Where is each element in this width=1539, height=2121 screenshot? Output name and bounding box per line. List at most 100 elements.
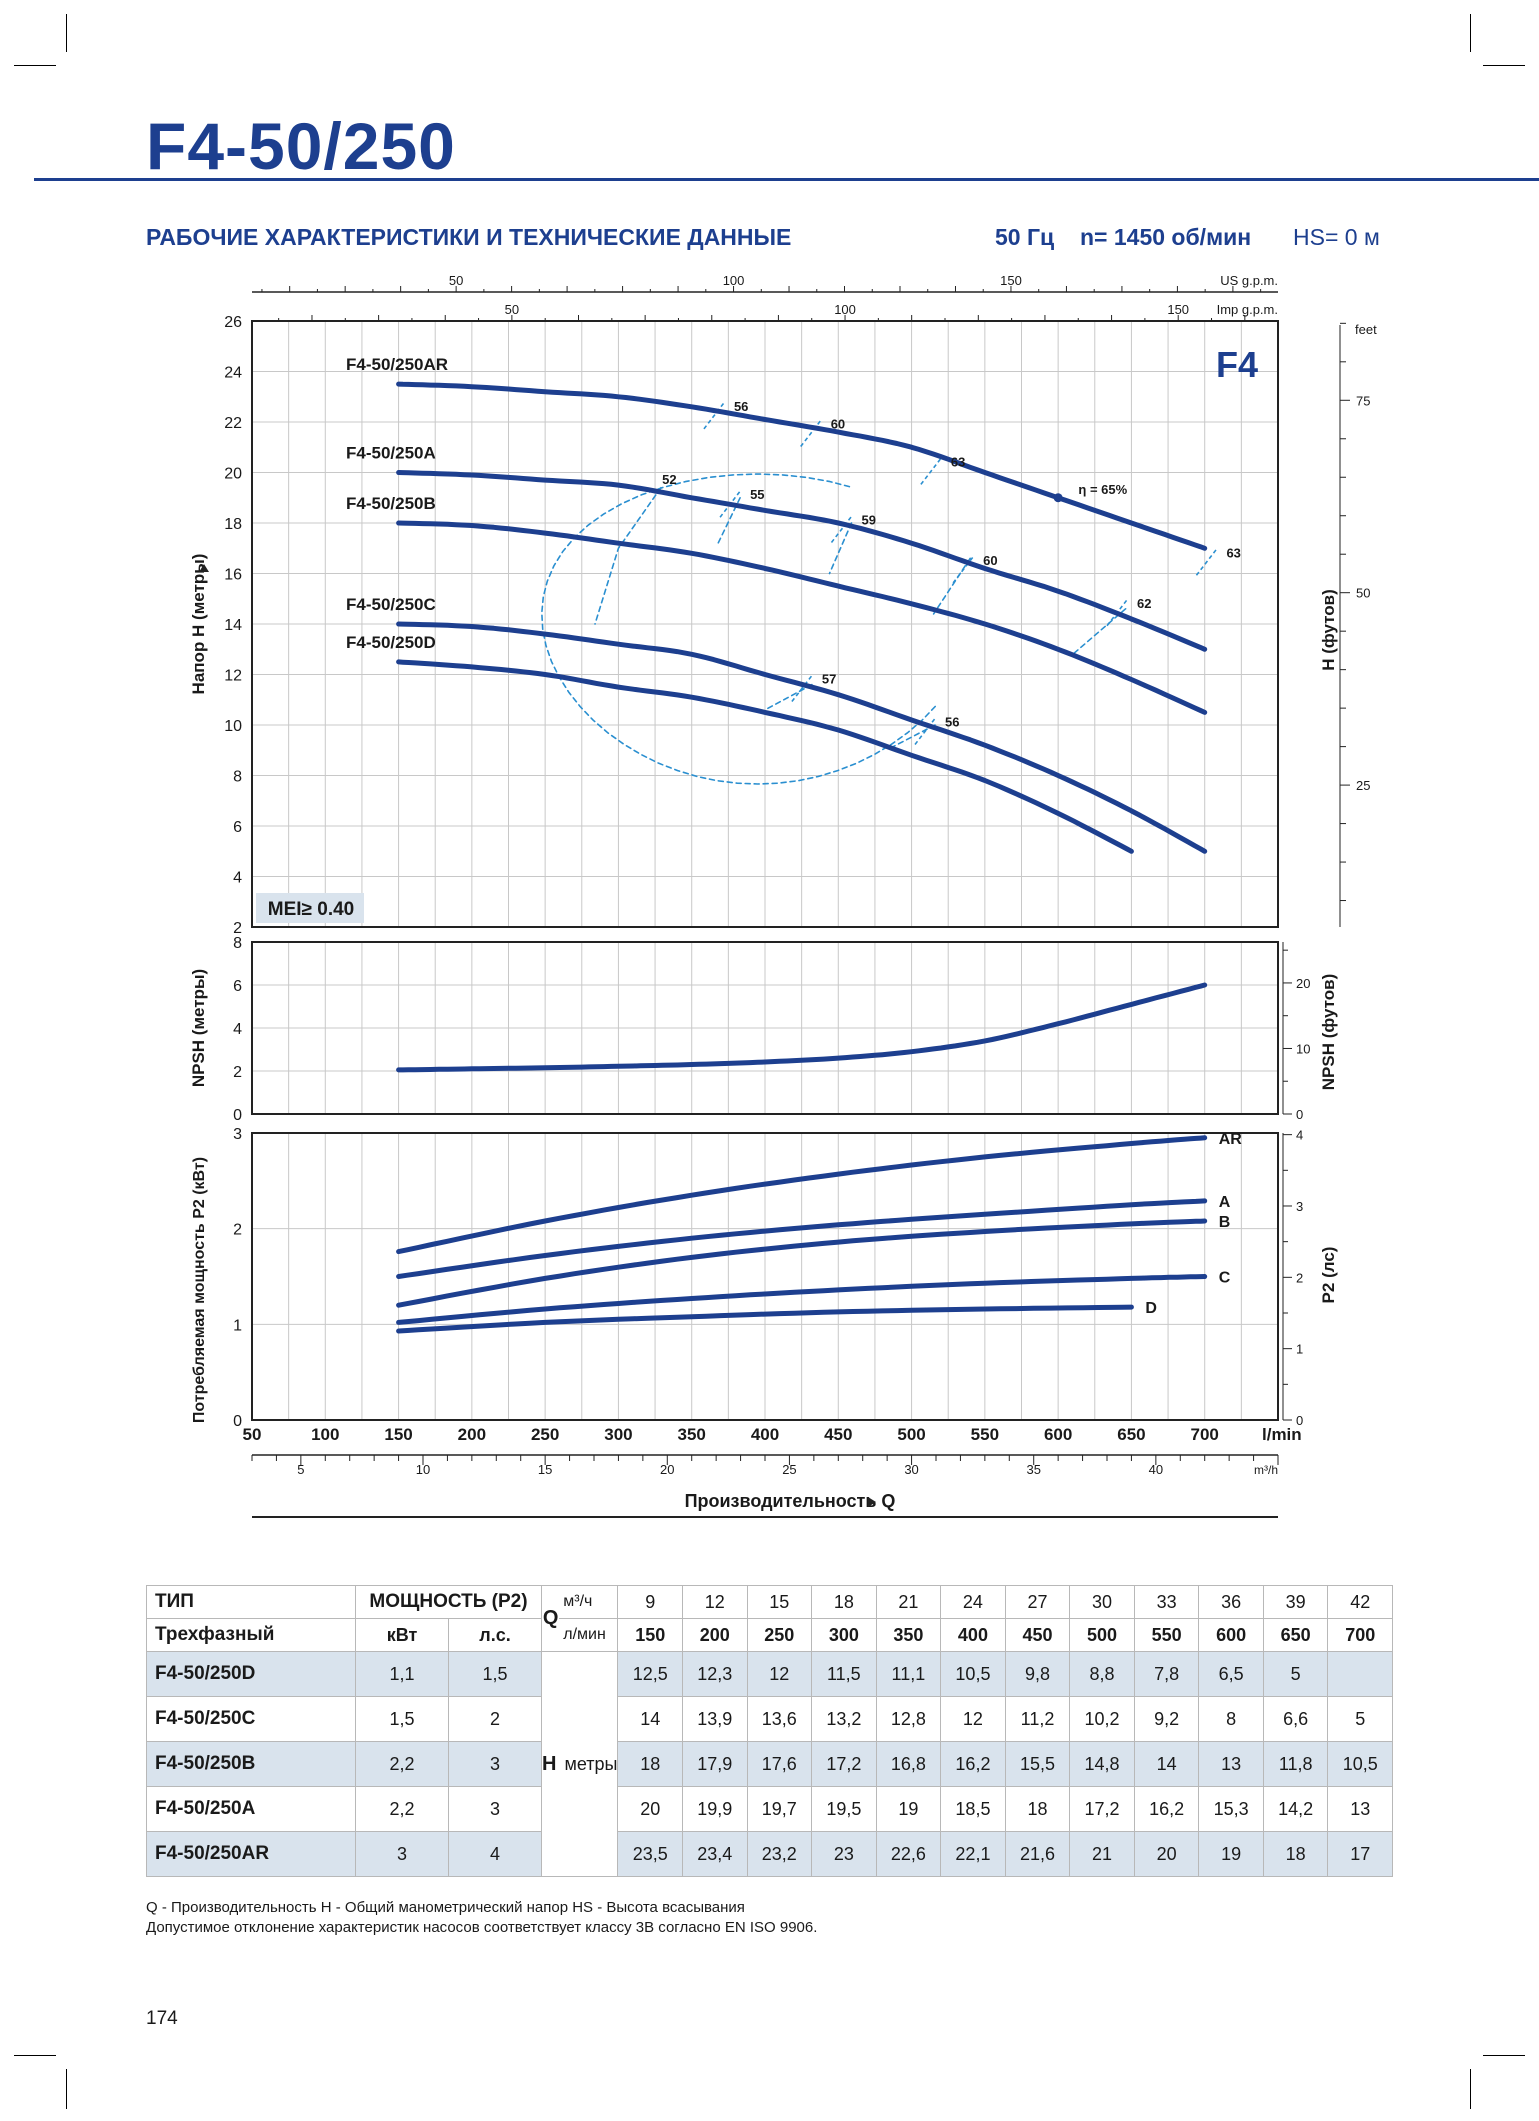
efficiency-connector	[594, 486, 662, 625]
efficiency-tick	[800, 420, 822, 448]
h-unit: метры	[564, 1753, 618, 1774]
head-cell	[1327, 1651, 1393, 1697]
efficiency-label: 56	[945, 714, 959, 729]
table-header-row: Трехфазный кВт л.с. л/мин 150 200 250 30…	[146, 1618, 1393, 1652]
head-cell: 11,1	[875, 1651, 942, 1697]
power-series-label: C	[1219, 1270, 1231, 1287]
head-curve	[396, 381, 1208, 551]
kw-cell: 2,2	[355, 1741, 449, 1787]
efficiency-label: 55	[750, 487, 764, 502]
q-m3h-cell: 39	[1262, 1585, 1329, 1619]
q-lmin-cell: 250	[746, 1618, 813, 1652]
plot-frame	[251, 941, 1279, 1115]
head-cell: 10,2	[1069, 1696, 1135, 1742]
npsh-feet-tick: 0	[1296, 1107, 1303, 1122]
m3h-unit: м³/ч	[559, 1585, 619, 1619]
page-title: F4-50/250	[146, 109, 456, 183]
feet-unit-label: feet	[1355, 322, 1377, 337]
head-cell: 21	[1069, 1831, 1135, 1877]
efficiency-tick	[1195, 548, 1218, 576]
head-cell: 12,3	[681, 1651, 748, 1697]
y-tick-label: 8	[233, 769, 242, 786]
imp-gpm-tick: 100	[834, 302, 856, 317]
table-row: F4-50/250AR 3 4 23,5 23,4 23,2 23 22,6 22,1 21,6 2…	[146, 1831, 1393, 1877]
efficiency-label: 60	[983, 553, 997, 568]
head-cell: 19,9	[681, 1786, 748, 1832]
y-tick-label: 2	[233, 1064, 242, 1081]
head-cell: 15,3	[1198, 1786, 1264, 1832]
q-lmin-cell: 350	[875, 1618, 942, 1652]
section-subtitle: РАБОЧИЕ ХАРАКТЕРИСТИКИ И ТЕХНИЧЕСКИЕ ДАН…	[146, 224, 792, 250]
crop-mark	[1483, 65, 1525, 66]
efficiency-connector	[828, 522, 853, 575]
table-header-row: ТИП МОЩНОСТЬ (P2) Q м³/ч 9 12 15 18 21 2…	[146, 1585, 1393, 1652]
m3h-tick-label: 40	[1149, 1462, 1163, 1477]
head-cell: 17	[1327, 1831, 1393, 1877]
head-cell: 6,5	[1198, 1651, 1264, 1697]
x-tick-label: 500	[897, 1425, 925, 1444]
title-rule	[34, 178, 1539, 181]
crop-mark	[14, 2055, 56, 2056]
crop-mark	[1470, 14, 1471, 52]
head-cell: 23	[811, 1831, 877, 1877]
model-cell: F4-50/250C	[146, 1696, 356, 1742]
q-lmin-cell: 600	[1198, 1618, 1264, 1652]
right-axis-label: NPSH (футов)	[1319, 974, 1338, 1091]
kw-cell: 1,1	[355, 1651, 449, 1697]
q-lmin-cell: 300	[811, 1618, 877, 1652]
imp-gpm-label: Imp g.p.m.	[1217, 302, 1278, 317]
y-tick-label: 1	[233, 1317, 242, 1334]
hp-header: л.с.	[448, 1618, 542, 1652]
head-cell: 11,2	[1004, 1696, 1071, 1742]
efficiency-label: η = 65%	[1078, 482, 1127, 497]
head-cell: 11,8	[1262, 1741, 1329, 1787]
us-gpm-tick: 100	[723, 273, 745, 288]
y-tick-label: 2	[233, 920, 242, 937]
head-cell: 16,8	[875, 1741, 942, 1787]
m3h-unit-label: m³/h	[1254, 1463, 1278, 1477]
q-m3h-cell: 9	[617, 1585, 683, 1619]
hp-tick-label: 1	[1296, 1342, 1303, 1357]
efficiency-label: 62	[1137, 596, 1151, 611]
crop-mark	[66, 14, 67, 52]
y-tick-label: 8	[233, 935, 242, 952]
y-tick-label: 12	[224, 668, 242, 685]
page-number: 174	[146, 2008, 178, 2029]
lmin-unit: л/мин	[559, 1618, 619, 1652]
head-cell: 23,4	[681, 1831, 748, 1877]
efficiency-label: 60	[831, 417, 845, 432]
head-cell: 13	[1198, 1741, 1264, 1787]
q-m3h-cell: 21	[875, 1585, 942, 1619]
efficiency-connector	[890, 724, 936, 749]
efficiency-tick	[703, 402, 725, 430]
x-tick-label: 450	[824, 1425, 852, 1444]
head-cell: 18	[1004, 1786, 1071, 1832]
power-series-label: D	[1145, 1300, 1157, 1317]
series-label: F4-50/250D	[346, 633, 436, 652]
power-curve	[396, 1218, 1208, 1308]
hp-tick-label: 0	[1296, 1413, 1303, 1428]
head-cell: 13	[1327, 1786, 1393, 1832]
npsh-curve	[396, 982, 1208, 1073]
m3h-tick-label: 5	[297, 1462, 304, 1477]
head-cell: 10,5	[940, 1651, 1006, 1697]
head-cell: 17,2	[1069, 1786, 1135, 1832]
tolerance-note: Допустимое отклонение характеристик насо…	[146, 1919, 818, 1936]
head-curve	[396, 659, 1134, 854]
q-m3h-cell: 33	[1133, 1585, 1200, 1619]
crop-mark	[1470, 2069, 1471, 2109]
m3h-tick-label: 20	[660, 1462, 674, 1477]
performance-charts: 50 100 150 US g.p.m.50 100 150 Imp g.p.m.24681…	[189, 273, 1377, 1518]
head-curve	[396, 470, 1208, 652]
series-label: F4-50/250AR	[346, 355, 448, 374]
us-gpm-tick: 50	[449, 273, 463, 288]
model-cell: F4-50/250B	[146, 1741, 356, 1787]
us-gpm-label: US g.p.m.	[1220, 273, 1278, 288]
y-tick-label: 24	[224, 365, 242, 382]
efficiency-connector	[932, 557, 971, 615]
head-cell: 23,2	[746, 1831, 813, 1877]
power-curve	[396, 1198, 1208, 1279]
y-tick-label: 0	[233, 1107, 242, 1124]
head-cell: 19	[875, 1786, 942, 1832]
